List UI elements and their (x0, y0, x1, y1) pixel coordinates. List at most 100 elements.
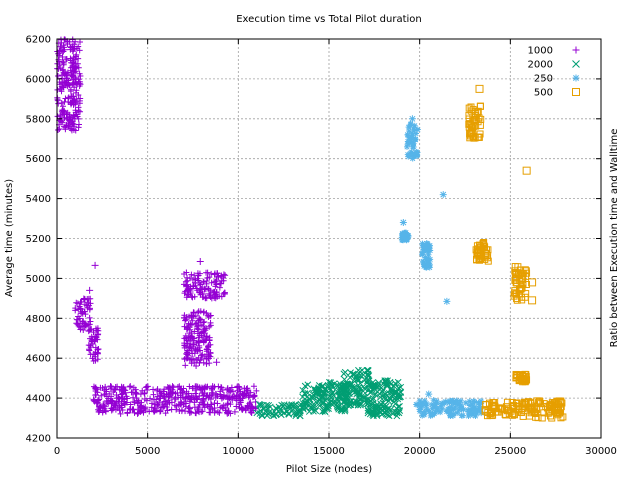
data-point (168, 406, 175, 413)
data-point (417, 402, 424, 409)
data-point (118, 399, 125, 406)
data-point (465, 120, 473, 128)
chart-title: Execution time vs Total Pilot duration (236, 14, 422, 25)
data-point (112, 385, 119, 392)
data-point (518, 274, 526, 282)
data-point (76, 82, 83, 89)
data-point (453, 397, 460, 404)
series-1000 (54, 36, 260, 417)
data-point (467, 103, 475, 111)
data-point (72, 68, 79, 75)
data-point (184, 325, 191, 332)
data-point (420, 411, 427, 418)
data-point (466, 130, 474, 138)
legend-marker-250 (572, 74, 580, 82)
data-point (306, 395, 314, 403)
data-point (508, 399, 516, 407)
data-point (108, 407, 115, 414)
data-point (421, 397, 428, 404)
data-point (201, 285, 208, 292)
axis-ticks: 0 5000 10000 15000 20000 25000 30000 4200 4400 46… (26, 35, 617, 458)
data-point (200, 339, 207, 346)
data-point (412, 136, 419, 143)
data-point (72, 107, 79, 114)
data-point (437, 403, 444, 410)
data-point (366, 389, 374, 396)
data-point (393, 408, 400, 416)
data-point (187, 340, 194, 347)
data-point (68, 59, 75, 66)
data-point (545, 408, 553, 416)
data-point (185, 390, 192, 397)
data-point (127, 401, 134, 408)
data-point (157, 408, 164, 415)
data-point (353, 386, 360, 393)
data-point (456, 401, 463, 408)
data-point (397, 388, 404, 396)
data-point (231, 408, 238, 415)
data-point (224, 410, 231, 417)
data-point (471, 116, 479, 124)
data-point (58, 118, 65, 125)
data-point (58, 99, 65, 106)
data-point (243, 404, 250, 411)
data-point (472, 246, 480, 254)
data-point (399, 230, 406, 237)
data-point (68, 101, 75, 108)
data-point (208, 392, 215, 399)
data-point (239, 406, 246, 413)
data-point (379, 399, 387, 407)
data-point (70, 79, 77, 86)
data-point (312, 407, 320, 415)
data-point (319, 408, 326, 415)
data-point (433, 405, 440, 412)
data-point (66, 121, 73, 128)
x-tick-label: 10000 (222, 446, 254, 457)
series-2000 (253, 366, 405, 420)
data-point (488, 412, 496, 420)
data-point (517, 409, 525, 417)
data-point (394, 378, 402, 386)
data-point (77, 38, 84, 45)
data-point (411, 122, 418, 129)
data-point (206, 290, 213, 297)
data-point (439, 191, 447, 199)
data-point (134, 409, 141, 416)
data-point (79, 310, 86, 317)
data-point (459, 412, 466, 419)
data-point (195, 317, 202, 324)
data-point (548, 406, 556, 414)
data-point (192, 282, 199, 289)
data-point (192, 390, 199, 397)
data-point (154, 401, 161, 408)
data-point (469, 412, 476, 419)
data-point (71, 112, 78, 119)
data-point (341, 407, 349, 415)
data-point (557, 397, 565, 405)
data-point (387, 396, 394, 403)
data-point (423, 240, 430, 247)
data-point (181, 342, 188, 349)
data-point (394, 403, 402, 411)
data-point (448, 403, 455, 410)
data-point (95, 397, 102, 404)
data-point (454, 409, 461, 416)
data-point (342, 381, 350, 389)
data-point (356, 392, 363, 400)
data-point (411, 150, 418, 157)
data-point (341, 376, 348, 383)
data-point (144, 383, 151, 390)
data-point (209, 406, 216, 413)
data-point (196, 359, 203, 366)
data-point (299, 386, 307, 394)
data-point (414, 126, 421, 133)
data-point (127, 383, 134, 390)
y-tick-label: 5600 (26, 154, 51, 165)
data-point (419, 250, 426, 257)
data-point (299, 403, 307, 410)
data-point (367, 382, 374, 390)
data-point (92, 344, 99, 351)
data-point (465, 412, 472, 419)
data-point (341, 392, 349, 400)
data-point (164, 384, 171, 391)
